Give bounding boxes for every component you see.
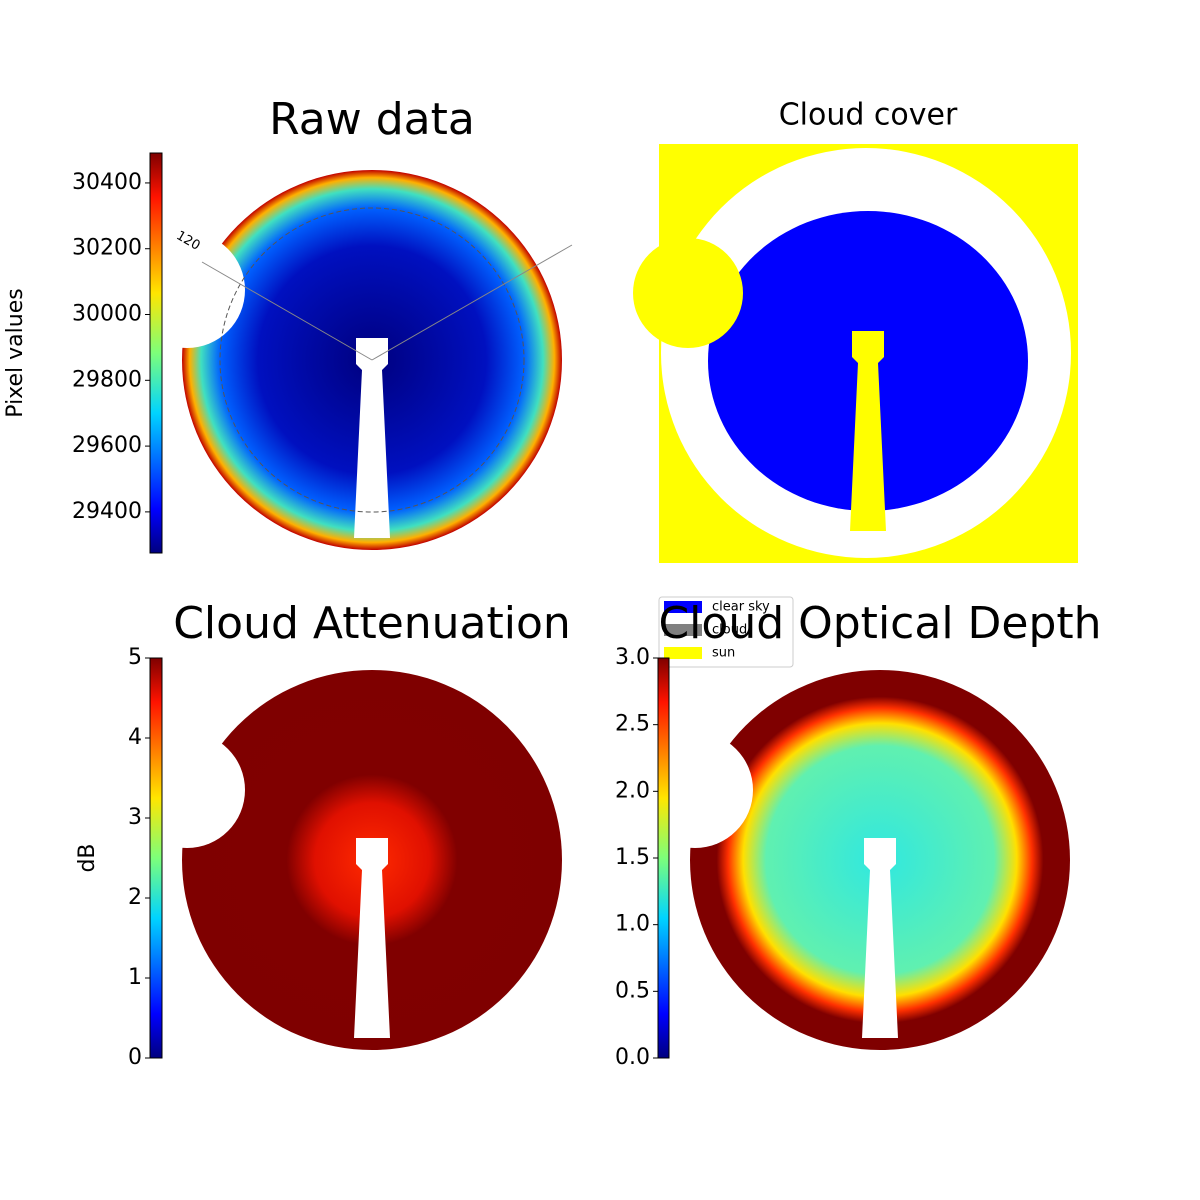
legend-label: clear sky (712, 600, 770, 615)
panel-title: Cloud cover (779, 98, 958, 133)
colorbar-tick-label: 2.5 (615, 712, 650, 737)
legend-swatch (664, 601, 702, 613)
mast (850, 331, 886, 531)
colorbar-tick-label: 1 (128, 965, 142, 990)
colorbar-tick-label: 30000 (72, 302, 142, 327)
colorbar-label: Pixel values (3, 288, 28, 417)
mast (354, 338, 390, 538)
polar-grid (371, 244, 573, 361)
colorbar-tick-label: 30400 (72, 170, 142, 195)
colorbar-tick-label: 0.0 (615, 1045, 650, 1070)
legend-swatch (664, 647, 702, 659)
panel-title: Cloud Attenuation (173, 598, 571, 649)
colorbar-tick-label: 1.0 (615, 912, 650, 937)
sun-cutout (633, 238, 743, 348)
image-cutout (637, 732, 753, 848)
colorbar-tick-label: 29600 (72, 433, 142, 458)
colorbar-tick-label: 5 (128, 645, 142, 670)
colorbar-tick-label: 2 (128, 885, 142, 910)
colorbar-tick-label: 30200 (72, 236, 142, 261)
colorbar (149, 152, 163, 554)
image-cutout (129, 232, 245, 348)
polar-grid (201, 261, 373, 361)
colorbar-tick-label: 29400 (72, 499, 142, 524)
colorbar-label: dB (75, 843, 100, 872)
colorbar-tick-label: 1.5 (615, 845, 650, 870)
mast (862, 838, 898, 1038)
panel-title: Raw data (269, 94, 475, 145)
colorbar-tick-label: 2.0 (615, 778, 650, 803)
mast (354, 838, 390, 1038)
colorbar-tick-label: 3 (128, 805, 142, 830)
colorbar (149, 657, 163, 1059)
colorbar (657, 657, 670, 1059)
image-cutout (129, 732, 245, 848)
colorbar-tick-label: 0 (128, 1045, 142, 1070)
legend-swatch (664, 624, 702, 636)
panel-title: Cloud Optical Depth (658, 598, 1101, 649)
legend-label: sun (712, 646, 735, 661)
colorbar-tick-label: 4 (128, 725, 142, 750)
legend-label: cloud (712, 623, 747, 638)
colorbar-tick-label: 29800 (72, 367, 142, 392)
colorbar-tick-label: 3.0 (615, 645, 650, 670)
colorbar-tick-label: 0.5 (615, 978, 650, 1003)
polar-grid (219, 207, 525, 513)
